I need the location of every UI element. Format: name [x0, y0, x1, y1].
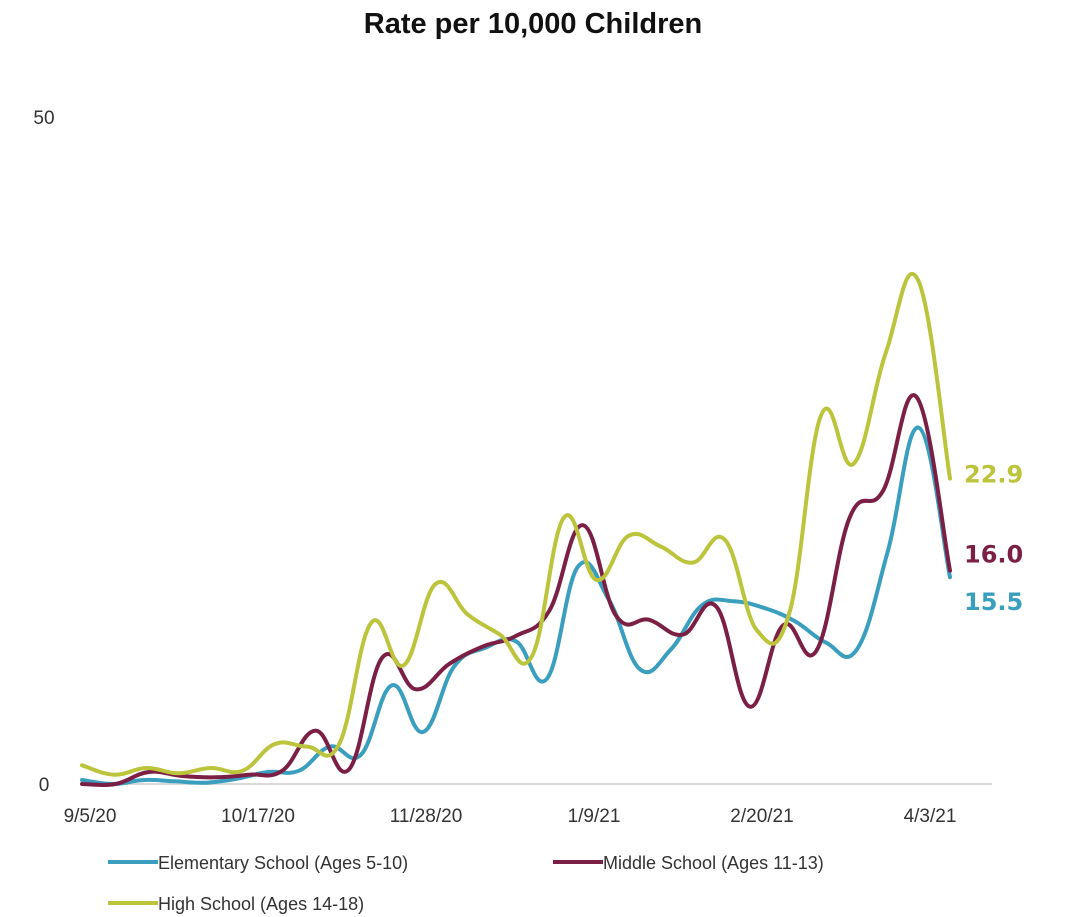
legend-label: Middle School (Ages 11-13) [603, 853, 824, 873]
series-end-label: 15.5 [964, 588, 1023, 616]
series-line [80, 425, 952, 786]
series-end-label: 16.0 [964, 541, 1023, 569]
x-axis-ticks: 9/5/20 10/17/20 11/28/20 1/9/21 2/20/21 4/3/2… [64, 806, 957, 827]
x-tick-label: 1/9/21 [568, 806, 621, 827]
end-labels: 15.5 16.0 22.9 [964, 461, 1023, 617]
series-lines [80, 271, 952, 788]
y-tick-label: 0 [39, 775, 50, 796]
series-end-label: 22.9 [964, 461, 1023, 489]
legend-label: Elementary School (Ages 5-10) [158, 853, 408, 873]
x-tick-label: 9/5/20 [64, 806, 117, 827]
series-line [80, 393, 952, 788]
legend: Elementary School (Ages 5-10) Middle Scho… [108, 853, 824, 914]
x-tick-label: 11/28/20 [390, 806, 463, 827]
y-axis-ticks: 50 0 [33, 108, 54, 796]
chart-title: Rate per 10,000 Children [364, 8, 702, 40]
x-tick-label: 4/3/21 [904, 806, 957, 827]
x-tick-label: 10/17/20 [221, 806, 295, 827]
y-tick-label: 50 [33, 108, 54, 129]
x-tick-label: 2/20/21 [730, 806, 793, 827]
legend-label: High School (Ages 14-18) [158, 894, 364, 914]
series-line [80, 271, 952, 777]
